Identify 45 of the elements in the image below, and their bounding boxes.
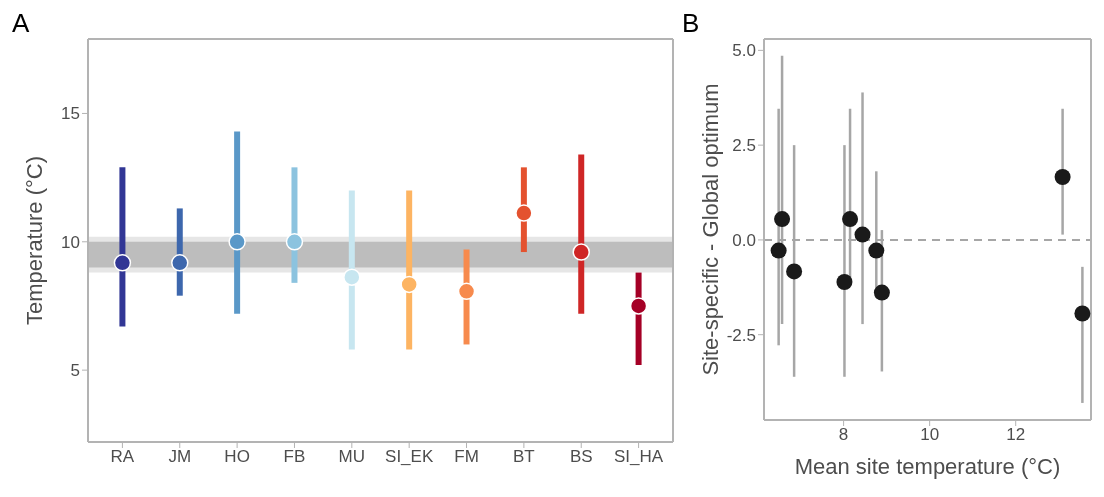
x-axis-title: Mean site temperature (°C) [794,453,1061,479]
point [400,275,418,294]
x-tick-label: RA [110,447,135,467]
y-tick-label: 10 [61,232,80,252]
y-tick-label: 2.5 [732,136,756,156]
y-tick-label: 15 [61,104,80,124]
point [228,233,246,251]
point [171,254,189,272]
point [457,282,476,301]
chart-title: A [12,8,30,39]
y-tick-label: 5 [70,361,80,381]
x-tick-label: 12 [1006,425,1026,445]
y-tick-label: 0.0 [732,230,756,250]
point [836,274,853,291]
point [343,268,361,286]
point [774,211,791,228]
point [572,243,590,261]
point [1074,305,1091,322]
point [868,242,885,259]
x-tick-label: JM [168,447,192,467]
x-tick-label: SI_HA [614,447,664,467]
y-tick-label: 5.0 [732,41,756,61]
x-tick-label: BT [513,447,535,467]
point [786,263,803,280]
x-tick-label: 8 [838,425,849,445]
y-axis-title: Temperature (°C) [21,156,47,325]
point [842,211,859,228]
x-tick-label: SI_EK [385,447,434,467]
y-axis-title: Site-specific - Global optimum [697,83,723,376]
point [629,297,648,315]
point [285,233,304,251]
y-tick-label: -2.5 [726,325,756,345]
chart-title: B [682,8,700,39]
x-tick-label: 10 [920,425,940,445]
x-tick-label: HO [224,447,250,467]
x-tick-label: BS [569,447,593,467]
point [515,204,533,222]
point [873,284,890,301]
x-tick-label: FB [283,447,306,467]
point [854,226,871,243]
point [770,242,787,259]
x-tick-label: MU [338,447,366,467]
point [1054,168,1071,185]
x-tick-label: FM [454,447,479,467]
point [113,254,132,272]
